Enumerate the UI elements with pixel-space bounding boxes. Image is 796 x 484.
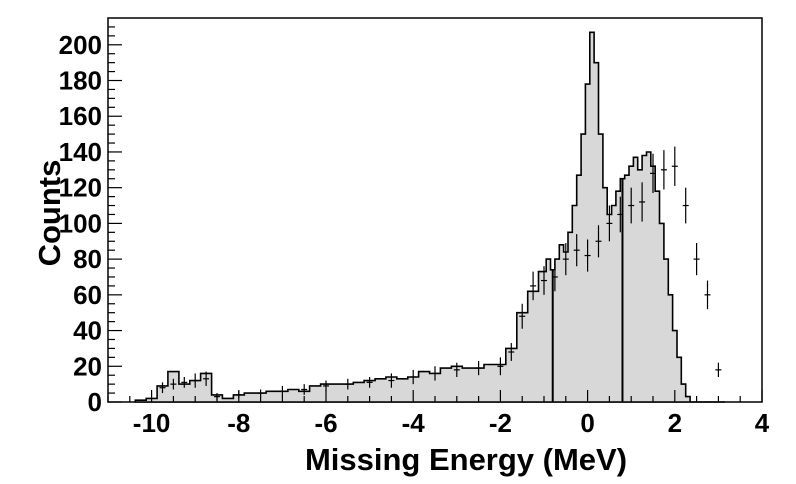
x-tick-label: -2 [489,408,512,438]
y-tick-label: 200 [59,30,102,60]
data-point [388,373,395,388]
data-point [562,243,569,276]
data-point [682,187,689,224]
data-point [301,384,308,395]
data-point [584,239,591,272]
data-point [508,343,515,361]
x-axis-title: Missing Energy (MeV) [305,442,627,477]
data-point [530,271,537,301]
y-tick-label: 0 [88,387,102,417]
x-tick-label: -6 [314,408,337,438]
data-point [453,362,460,377]
y-tick-label: 80 [73,244,102,274]
data-point [660,150,667,190]
y-tick-label: 120 [59,173,102,203]
data-point [410,369,417,385]
data-point [181,376,188,388]
x-tick-label: 0 [580,408,594,438]
data-point [650,153,656,194]
data-point [432,366,438,381]
data-point [279,385,286,397]
y-tick-label: 140 [59,137,102,167]
y-tick-label: 60 [73,280,102,310]
data-point [519,303,526,329]
data-point [497,357,504,376]
y-axis: 0 20 40 60 80 100 120 140 160 180 200 [59,26,122,417]
data-points-layer [159,146,722,401]
data-point [704,280,711,310]
data-point [606,205,613,242]
data-point [323,380,329,392]
data-point [344,378,351,390]
x-axis: -10 -8 -6 -4 -2 0 2 4 [107,390,770,438]
x-tick-label: -8 [227,408,250,438]
histogram-layer [134,31,725,403]
data-point [573,234,580,267]
y-tick-label: 180 [59,66,102,96]
data-point [639,182,646,222]
data-point [628,187,635,224]
data-point [595,225,602,258]
data-point [159,382,166,394]
data-point [671,146,678,186]
data-point [366,376,373,388]
y-tick-label: 40 [73,316,102,346]
y-axis-title: Counts [32,160,67,267]
data-point [693,243,700,276]
data-point [257,389,264,397]
x-tick-label: 2 [668,408,682,438]
data-point [541,266,547,295]
cut-lines-layer [551,178,624,402]
data-point [170,378,177,390]
x-tick-label: -4 [402,408,426,438]
y-tick-label: 160 [59,101,102,131]
data-point [475,360,482,376]
data-point [192,373,199,388]
y-tick-label: 20 [73,351,102,381]
histogram-outline [134,31,725,403]
y-tick-label: 100 [59,208,102,238]
x-tick-label: 4 [755,408,770,438]
data-point [203,371,210,386]
x-tick-label: -10 [133,408,171,438]
data-point [715,362,722,377]
